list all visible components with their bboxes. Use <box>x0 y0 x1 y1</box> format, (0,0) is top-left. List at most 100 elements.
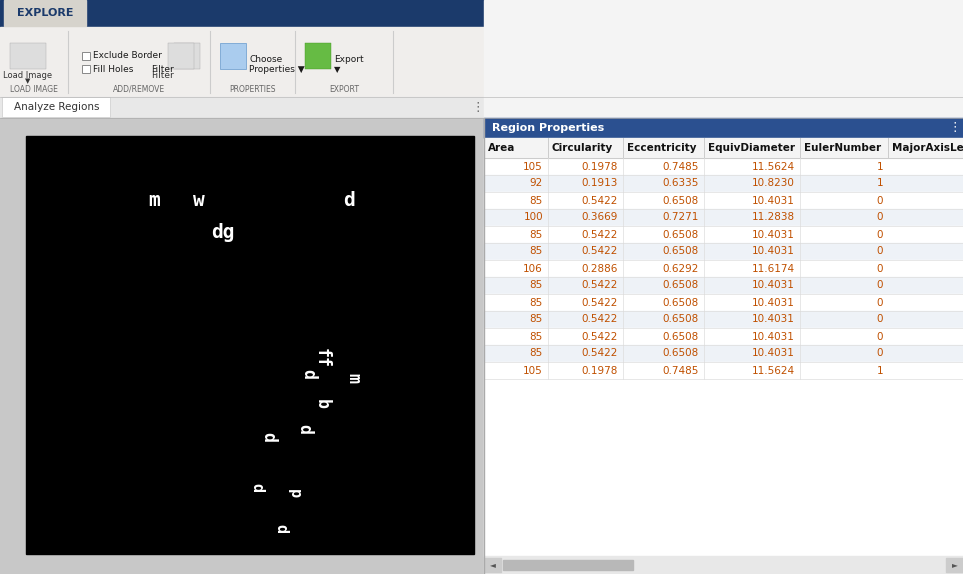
Text: Eccentricity: Eccentricity <box>627 143 696 153</box>
Text: 0: 0 <box>876 196 883 205</box>
Text: ⋮: ⋮ <box>472 101 484 114</box>
Text: 0.6508: 0.6508 <box>663 332 699 342</box>
Text: Choose: Choose <box>249 56 282 64</box>
Text: 0: 0 <box>876 297 883 308</box>
Text: d: d <box>249 483 264 492</box>
Bar <box>484 209 963 226</box>
Text: 0.5422: 0.5422 <box>582 196 618 205</box>
Text: ▼: ▼ <box>25 78 31 84</box>
Text: EquivDiameter: EquivDiameter <box>708 143 795 153</box>
Text: d: d <box>295 424 313 433</box>
Bar <box>4 0 86 26</box>
Text: 0.6508: 0.6508 <box>663 196 699 205</box>
Bar <box>484 138 963 158</box>
Text: 85: 85 <box>530 196 543 205</box>
Text: p: p <box>287 489 302 498</box>
Bar <box>2 97 110 117</box>
Text: 85: 85 <box>530 315 543 324</box>
Text: 11.6174: 11.6174 <box>752 263 795 273</box>
Text: 0.6292: 0.6292 <box>663 263 699 273</box>
Bar <box>484 226 963 243</box>
Text: 105: 105 <box>523 161 543 172</box>
Text: 0: 0 <box>876 348 883 359</box>
Bar <box>503 560 633 570</box>
Text: 85: 85 <box>530 332 543 342</box>
Text: ADD/REMOVE: ADD/REMOVE <box>113 84 165 94</box>
Text: 10.4031: 10.4031 <box>752 332 795 342</box>
Text: LOAD IMAGE: LOAD IMAGE <box>10 84 58 94</box>
Text: 0: 0 <box>876 246 883 257</box>
Text: 0.5422: 0.5422 <box>582 332 618 342</box>
Text: 10.4031: 10.4031 <box>752 230 795 239</box>
Text: d: d <box>299 369 317 379</box>
Text: m: m <box>344 374 362 383</box>
Text: 10.4031: 10.4031 <box>752 281 795 290</box>
Text: 85: 85 <box>530 297 543 308</box>
Bar <box>82 52 90 60</box>
Text: 0.7485: 0.7485 <box>663 366 699 375</box>
Text: 0.2886: 0.2886 <box>582 263 618 273</box>
Text: 0.6508: 0.6508 <box>663 246 699 257</box>
Bar <box>484 243 963 260</box>
Text: ⋮: ⋮ <box>949 122 961 134</box>
Text: d: d <box>343 191 354 210</box>
Text: 85: 85 <box>530 348 543 359</box>
Text: 11.5624: 11.5624 <box>752 366 795 375</box>
Text: Area: Area <box>488 143 515 153</box>
Bar <box>484 192 963 209</box>
Text: 0: 0 <box>876 230 883 239</box>
Text: d: d <box>259 432 277 442</box>
Text: 0.5422: 0.5422 <box>582 281 618 290</box>
Text: 85: 85 <box>530 281 543 290</box>
Text: 0.7271: 0.7271 <box>663 212 699 223</box>
Text: 0: 0 <box>876 281 883 290</box>
Bar <box>946 558 963 572</box>
Text: MajorAxisLe: MajorAxisLe <box>892 143 963 153</box>
Bar <box>484 118 963 138</box>
Text: EXPORT: EXPORT <box>329 84 359 94</box>
Bar <box>0 97 963 118</box>
Text: 0: 0 <box>876 263 883 273</box>
Text: 10.4031: 10.4031 <box>752 196 795 205</box>
Text: ◄: ◄ <box>489 560 495 569</box>
Text: Circularity: Circularity <box>552 143 613 153</box>
Bar <box>484 277 963 294</box>
Bar <box>10 43 46 69</box>
Text: 0.1913: 0.1913 <box>582 179 618 188</box>
Text: 105: 105 <box>523 366 543 375</box>
Text: m: m <box>147 191 160 210</box>
Text: 92: 92 <box>530 179 543 188</box>
Text: ►: ► <box>951 560 957 569</box>
Text: 0.6335: 0.6335 <box>663 179 699 188</box>
Bar <box>484 175 963 192</box>
Text: Region Properties: Region Properties <box>492 123 604 133</box>
Bar <box>484 558 501 572</box>
Bar <box>0 0 963 27</box>
Text: 1: 1 <box>876 161 883 172</box>
Text: 85: 85 <box>530 246 543 257</box>
Text: 0.5422: 0.5422 <box>582 297 618 308</box>
Text: 0: 0 <box>876 212 883 223</box>
Text: 0.6508: 0.6508 <box>663 315 699 324</box>
Bar <box>484 328 963 345</box>
Text: Properties ▼: Properties ▼ <box>249 65 304 75</box>
Text: 0.5422: 0.5422 <box>582 246 618 257</box>
Bar <box>484 294 963 311</box>
Text: 0.1978: 0.1978 <box>582 161 618 172</box>
Bar <box>484 345 963 362</box>
Text: 106: 106 <box>523 263 543 273</box>
Text: EulerNumber: EulerNumber <box>804 143 881 153</box>
Text: 10.4031: 10.4031 <box>752 246 795 257</box>
Bar <box>174 43 200 69</box>
Text: EXPLORE: EXPLORE <box>16 8 73 18</box>
Text: Analyze Regions: Analyze Regions <box>14 103 100 113</box>
Text: 0.1978: 0.1978 <box>582 366 618 375</box>
Text: 0.6508: 0.6508 <box>663 230 699 239</box>
Bar <box>484 362 963 379</box>
Text: 0.5422: 0.5422 <box>582 230 618 239</box>
Text: ff: ff <box>313 347 330 367</box>
Text: 0: 0 <box>876 315 883 324</box>
Text: 0.7485: 0.7485 <box>663 161 699 172</box>
Text: 0: 0 <box>876 332 883 342</box>
Text: 0.6508: 0.6508 <box>663 281 699 290</box>
